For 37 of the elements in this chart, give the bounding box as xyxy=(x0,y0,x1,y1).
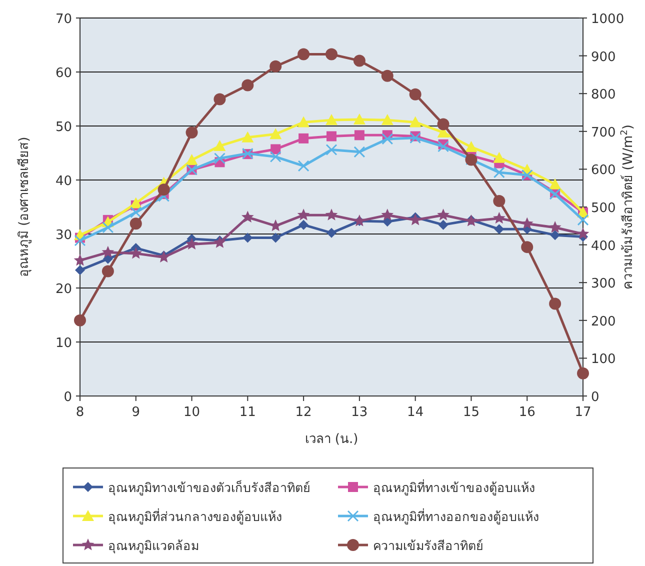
y2-tick-label: 600 xyxy=(591,163,616,178)
legend-label: ความเข้มรังสีอาทิตย์ xyxy=(373,538,483,553)
y-tick-label: 40 xyxy=(55,174,72,189)
y-tick-label: 20 xyxy=(55,282,72,297)
y2-tick-label: 0 xyxy=(591,390,600,405)
x-tick-label: 11 xyxy=(239,405,256,420)
x-tick-label: 9 xyxy=(132,405,140,420)
y2-tick-label: 500 xyxy=(591,201,616,216)
y2-tick-label: 1000 xyxy=(591,12,624,27)
legend-label: อุณหภูมิทางเข้าของตัวเก็บรังสีอาทิตย์ xyxy=(108,480,310,496)
y-tick-label: 10 xyxy=(55,336,72,351)
y2-tick-label: 300 xyxy=(591,276,616,292)
y2-tick-label: 200 xyxy=(591,314,616,330)
y-tick-label: 70 xyxy=(55,12,72,27)
legend-label: อุณหภูมิแวดล้อม xyxy=(108,538,199,554)
y-tick-label: 0 xyxy=(64,390,72,405)
y-tick-label: 60 xyxy=(55,66,72,81)
legend-label: อุณหภูมิที่ส่วนกลางของตู้อบแห้ง xyxy=(108,508,282,525)
y-tick-label: 50 xyxy=(55,120,72,135)
x-tick-label: 14 xyxy=(407,405,424,420)
x-tick-label: 10 xyxy=(184,405,200,420)
y-tick-label: 30 xyxy=(55,228,72,243)
x-tick-label: 16 xyxy=(518,405,536,420)
x-axis-title: เวลา (น.) xyxy=(304,432,358,447)
y2-tick-label: 400 xyxy=(591,238,616,254)
x-tick-label: 13 xyxy=(351,405,368,420)
legend-label: อุณหภูมิที่ทางเข้าของตู้อบแห้ง xyxy=(373,479,535,496)
y2-tick-label: 100 xyxy=(591,352,616,368)
y-axis-title: อุณหภูมิ (องศาเซลเซียส) xyxy=(16,136,32,278)
legend-label: อุณหภูมิที่ทางออกของตู้อบแห้ง xyxy=(373,508,539,525)
x-tick-label: 8 xyxy=(76,405,84,420)
y2-tick-label: 900 xyxy=(591,50,616,65)
y2-tick-label: 800 xyxy=(591,88,616,103)
x-tick-label: 15 xyxy=(462,405,480,420)
x-tick-label: 17 xyxy=(574,405,592,420)
y2-tick-label: 700 xyxy=(591,125,616,140)
x-tick-label: 12 xyxy=(295,405,312,420)
